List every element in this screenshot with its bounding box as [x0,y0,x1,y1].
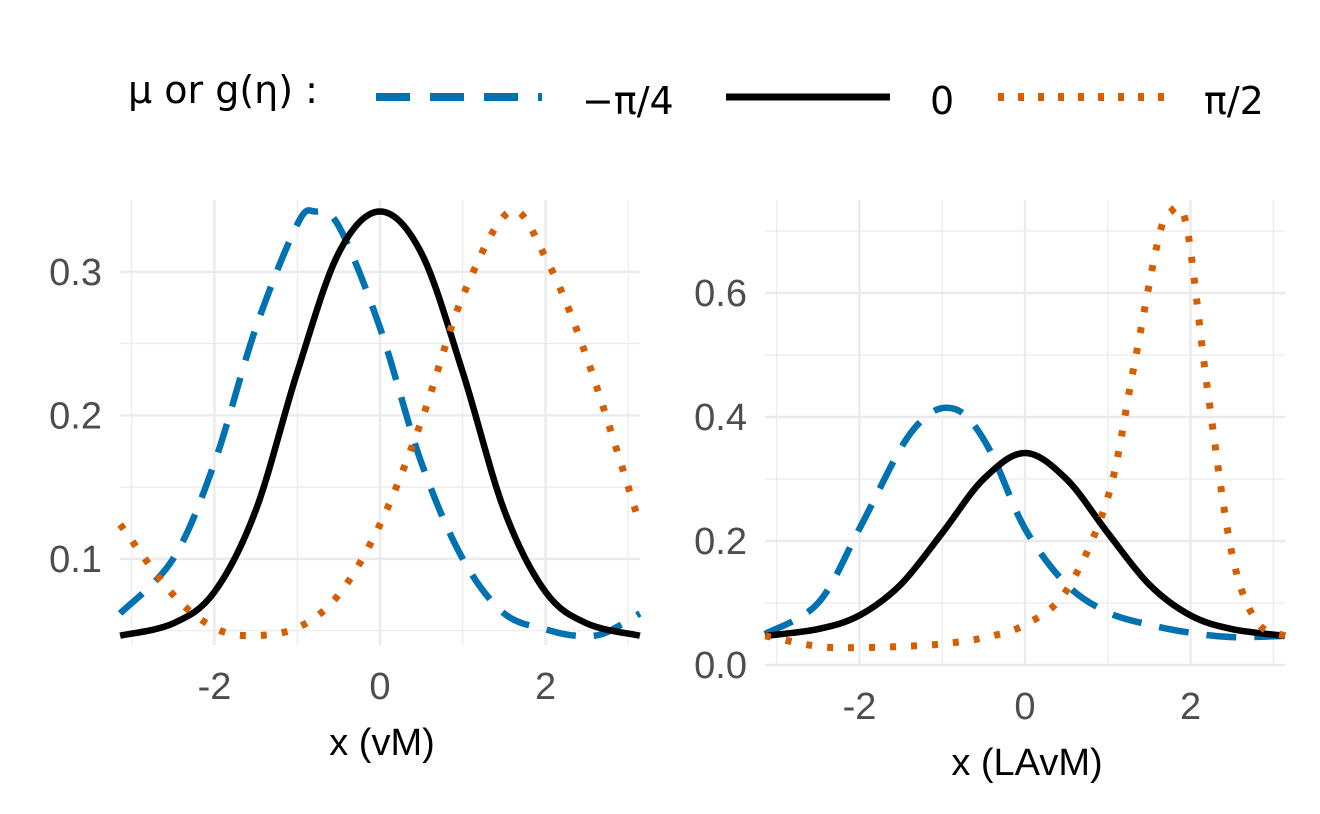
legend: μ or g(η) : −π/4 0 π/2 [128,68,1264,123]
legend-title: μ or g(η) : [128,68,318,112]
lavm-x-tick-label: 0 [1014,686,1035,728]
lavm-series-line-zero [764,449,1286,640]
legend-label-zero: 0 [930,79,954,123]
vm-x-axis-title: x (vM) [329,722,435,764]
vm-series-line-zero [119,208,641,639]
lavm-y-tick-label: 0.2 [694,521,747,563]
vm-x-tick-label: 2 [535,666,556,708]
lavm-series-line-neg-pi4 [763,404,1285,641]
vm-x-tick-label: -2 [198,666,232,708]
lavm-x-tick-label: 2 [1180,686,1201,728]
panel-vm: -2 0 2 0.1 0.2 0.3 x (vM) [49,200,644,764]
lavm-y-tick-label: 0.6 [694,273,747,315]
vm-y-tick-label: 0.1 [49,539,102,581]
legend-label-neg-pi4: −π/4 [582,79,674,123]
legend-label-pi2: π/2 [1204,79,1264,123]
vm-y-tick-label: 0.2 [49,395,102,437]
vm-series-line-neg-pi4 [117,207,642,640]
lavm-y-tick-label: 0.4 [694,397,747,439]
vm-x-tick-label: 0 [369,666,390,708]
vm-y-tick-label: 0.3 [49,252,102,294]
panel-lavm: -2 0 2 0.0 0.2 0.4 0.6 x (LAvM) [694,200,1287,784]
lavm-x-axis-title: x (LAvM) [951,742,1102,784]
lavm-y-tick-label: 0.0 [694,645,747,687]
lavm-x-tick-label: -2 [843,686,877,728]
